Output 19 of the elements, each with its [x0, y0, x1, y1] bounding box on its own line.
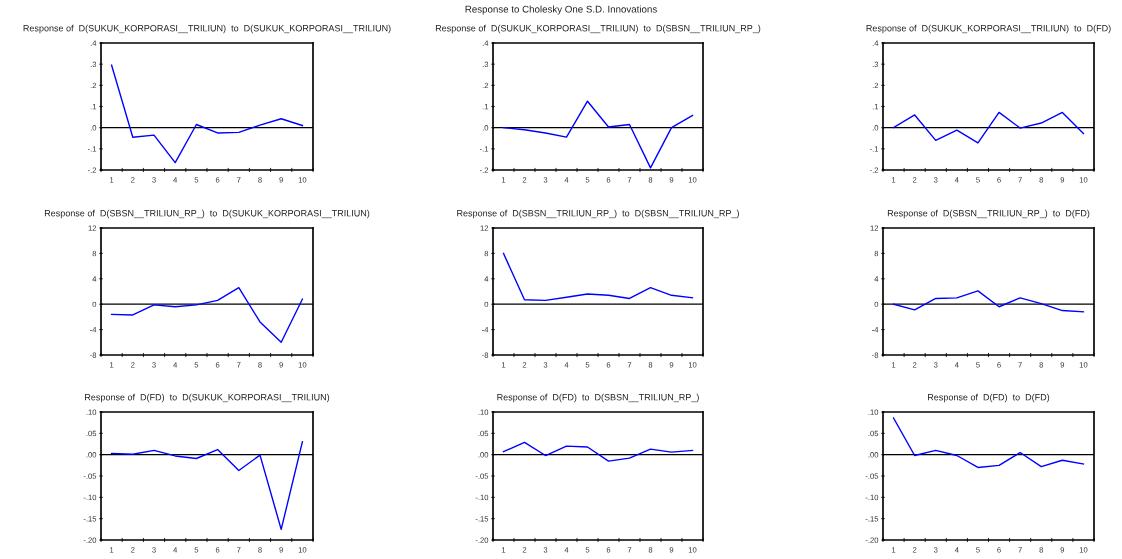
chart-title: Response of D(FD) to D(SUKUK_KORPORASI__TRILIUN): [85, 393, 330, 403]
chart-title: Response of D(SBSN__TRILIUN_RP_) to D(SBSN__TRILIUN_RP_): [457, 209, 739, 219]
line-series: [892, 111, 1085, 144]
chart-title: Response of D(SUKUK_KORPORASI__TRILIUN) to D(FD): [866, 24, 1111, 34]
chart-title: Response of D(SBSN__TRILIUN_RP_) to D(FD): [887, 209, 1090, 219]
chart-title: Response of D(SBSN__TRILIUN_RP_) to D(SUKUK_KORPORASI__TRILIUN): [44, 209, 370, 219]
line-series: [502, 441, 694, 462]
line-series: [892, 290, 1085, 313]
line-series: [502, 252, 694, 302]
line-series: [892, 417, 1085, 469]
chart-title: Response of D(SUKUK_KORPORASI__TRILIUN) to D(SBSN__TRILIUN_RP_): [435, 24, 761, 34]
text: Response to Cholesky One S.D. Innovations: [465, 5, 657, 15]
chart-title: Response of D(FD) to D(FD): [928, 393, 1050, 403]
chart-title: Response of D(SUKUK_KORPORASI__TRILIUN) to D(SUKUK_KORPORASI__TRILIUN): [23, 24, 391, 34]
chart-title: Response of D(FD) to D(SBSN__TRILIUN_RP_): [497, 393, 699, 403]
line-series: [110, 286, 304, 343]
line-series: [110, 64, 304, 164]
line-series: [110, 441, 304, 531]
line-series: [502, 100, 694, 169]
